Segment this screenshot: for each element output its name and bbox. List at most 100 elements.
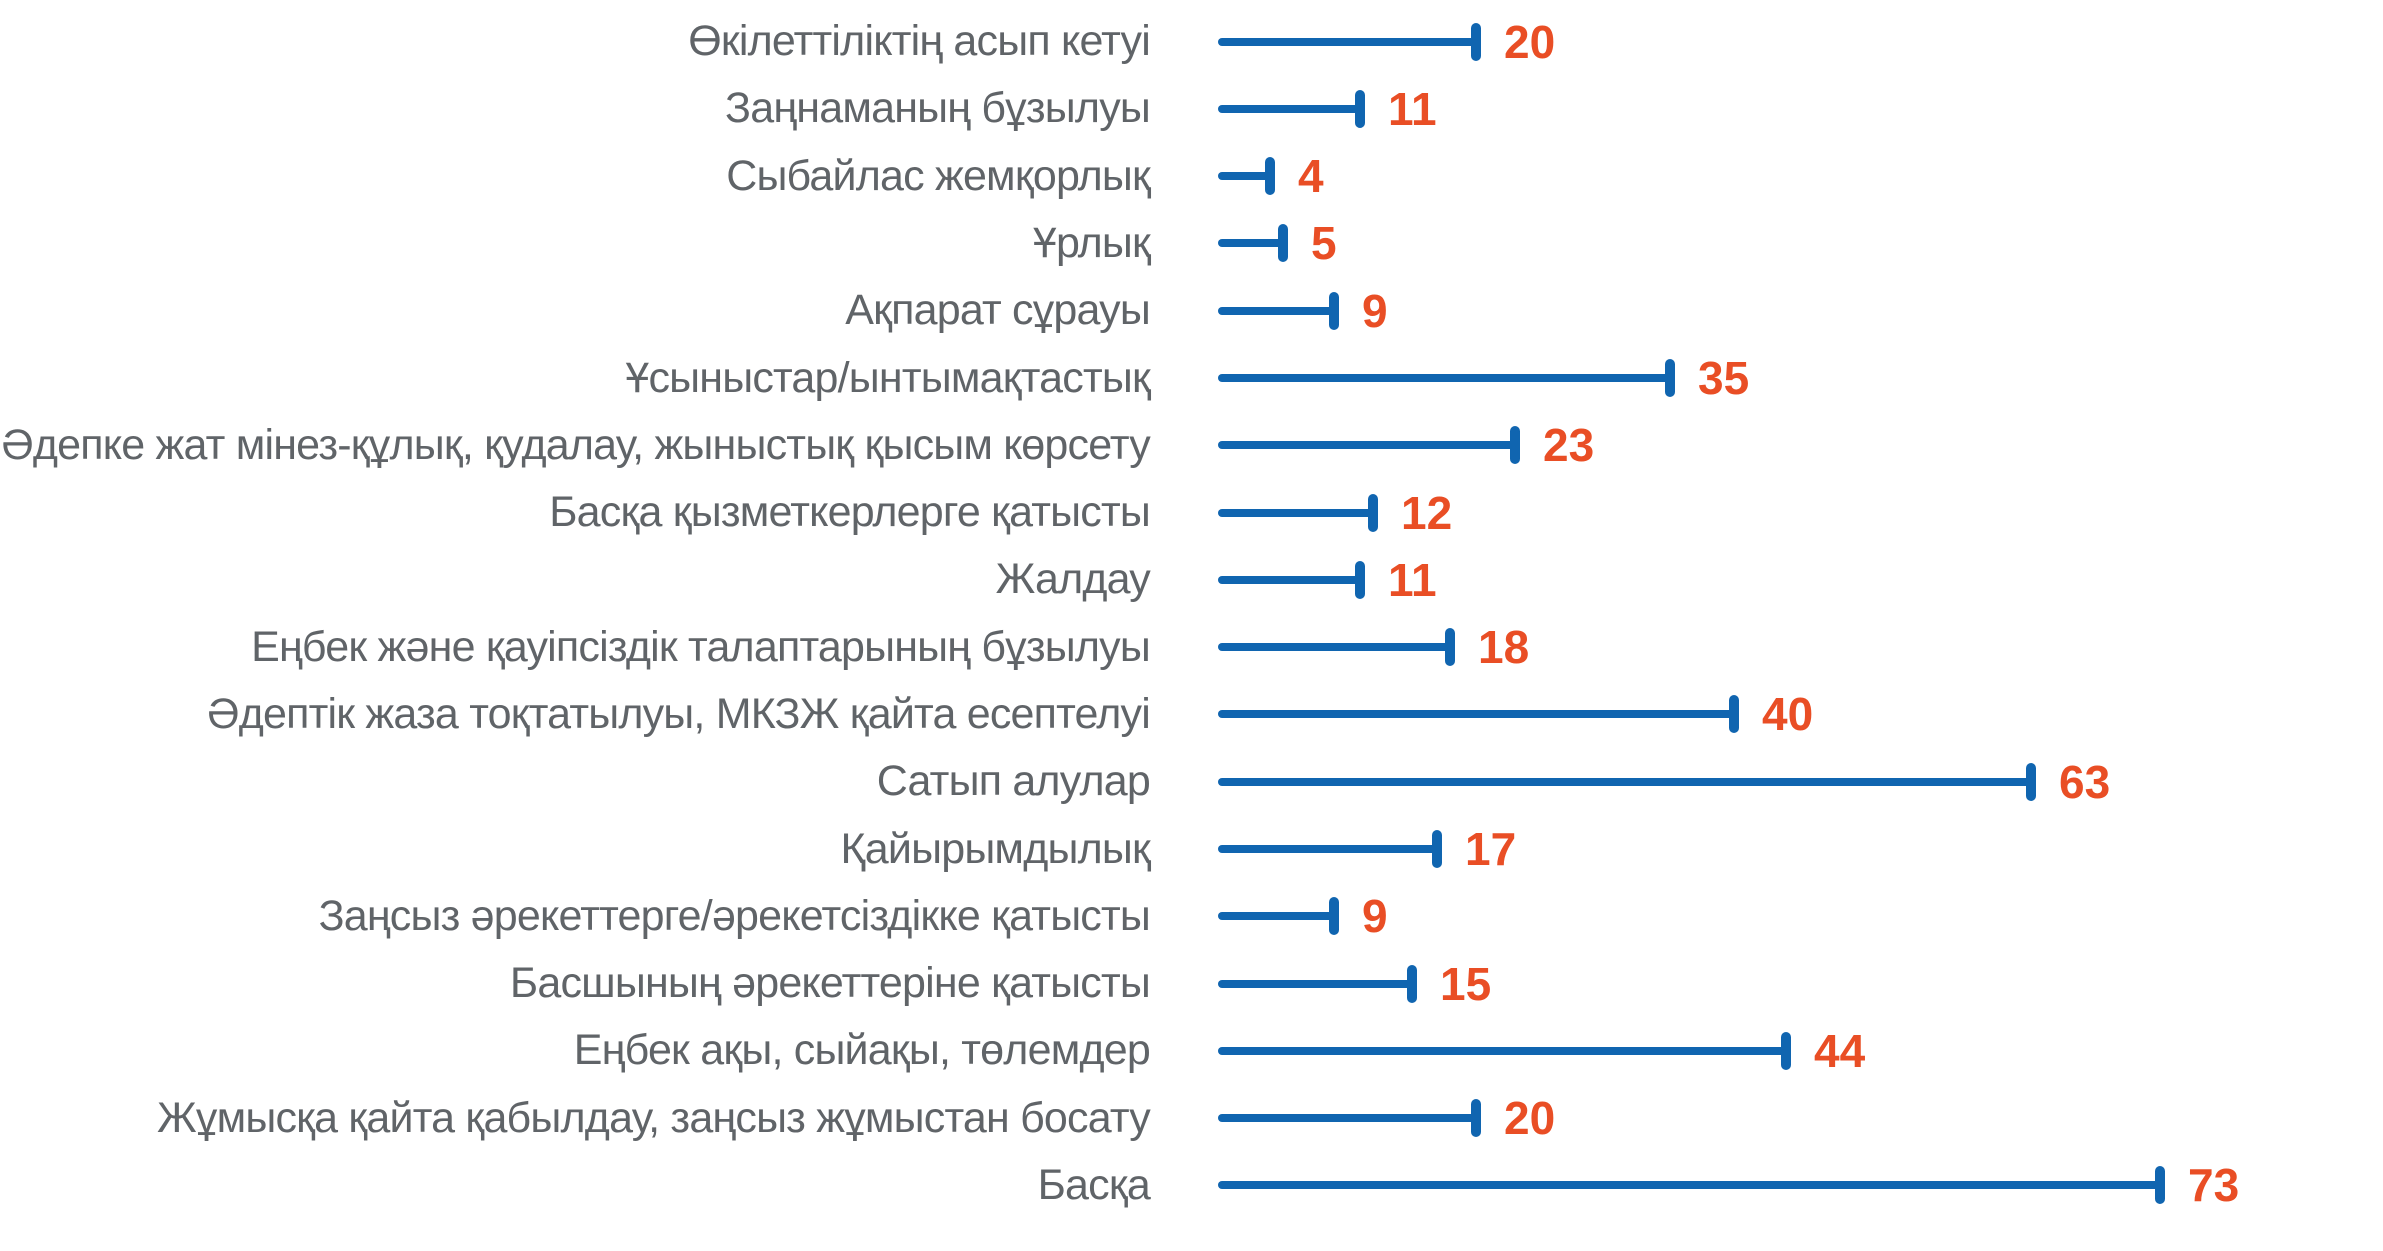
category-label: Басшының әрекеттеріне қатысты: [509, 959, 1151, 1008]
bar-end-tick: [1368, 493, 1378, 532]
category-label: Сатып алулар: [876, 757, 1151, 806]
bar-area: 20: [1218, 19, 1555, 65]
bar-area: 73: [1218, 1162, 2239, 1208]
bar-stem: [1218, 695, 1739, 734]
category-label: Әдептік жаза тоқтатылуы, МКЗЖ қайта есеп…: [207, 689, 1151, 738]
bar-area: 17: [1218, 826, 1516, 872]
category-label: Ұсыныстар/ынтымақтастық: [625, 353, 1150, 402]
value-label: 20: [1504, 15, 1556, 68]
chart-row: Заңнаманың бұзылуы 11: [0, 75, 2383, 142]
value-label: 44: [1814, 1024, 1866, 1077]
bar-end-tick: [1781, 1031, 1791, 1070]
chart-row: Сыбайлас жемқорлық 4: [0, 143, 2383, 210]
value-label: 73: [2188, 1159, 2240, 1212]
chart-row: Әдепке жат мінез-құлық, қудалау, жынысты…: [0, 412, 2383, 479]
category-label: Заңсыз әрекеттерге/әрекетсіздікке қатыст…: [318, 891, 1151, 940]
category-label: Әдепке жат мінез-құлық, қудалау, жынысты…: [1, 420, 1150, 469]
bar-end-tick: [1407, 964, 1417, 1003]
category-label: Басқа қызметкерлерге қатысты: [549, 488, 1151, 537]
value-label: 9: [1362, 890, 1388, 943]
bar-area: 11: [1218, 557, 1437, 603]
bar-area: 40: [1218, 691, 1813, 737]
bar-area: 12: [1218, 490, 1452, 536]
bar-end-tick: [1445, 628, 1455, 667]
bar-stem: [1218, 291, 1339, 330]
chart-row: Басшының әрекеттеріне қатысты 15: [0, 950, 2383, 1017]
bar-end-tick: [1329, 291, 1339, 330]
bar-area: 9: [1218, 288, 1388, 334]
category-label: Еңбек ақы, сыйақы, төлемдер: [573, 1026, 1151, 1075]
bar-stem: [1218, 897, 1339, 936]
chart-row: Қайырымдылық 17: [0, 815, 2383, 882]
value-label: 15: [1440, 957, 1492, 1010]
chart-row: Ұрлық 5: [0, 210, 2383, 277]
chart-row: Өкілеттіліктің асып кетуі 20: [0, 8, 2383, 75]
bar-stem: [1218, 426, 1520, 465]
chart-row: Әдептік жаза тоқтатылуы, МКЗЖ қайта есеп…: [0, 681, 2383, 748]
bar-area: 4: [1218, 153, 1324, 199]
value-label: 9: [1362, 284, 1388, 337]
category-label: Жұмысқа қайта қабылдау, заңсыз жұмыстан …: [156, 1093, 1151, 1142]
bar-end-tick: [1665, 359, 1675, 398]
value-label: 23: [1543, 419, 1595, 472]
value-label: 4: [1298, 150, 1324, 203]
bar-end-tick: [2155, 1166, 2165, 1205]
category-label: Заңнаманың бұзылуы: [725, 84, 1151, 133]
chart-row: Басқа 73: [0, 1152, 2383, 1219]
value-label: 17: [1465, 823, 1517, 876]
bar-stem: [1218, 493, 1378, 532]
category-label: Ұрлық: [1032, 218, 1151, 267]
bar-end-tick: [2026, 762, 2036, 801]
bar-stem: [1218, 762, 2036, 801]
value-label: 40: [1762, 688, 1814, 741]
category-label: Жалдау: [995, 555, 1151, 604]
chart-row: Басқа қызметкерлерге қатысты 12: [0, 479, 2383, 546]
category-label: Сыбайлас жемқорлық: [726, 151, 1151, 200]
bar-area: 23: [1218, 422, 1594, 468]
chart-row: Сатып алулар 63: [0, 748, 2383, 815]
value-label: 18: [1478, 621, 1530, 674]
bar-area: 35: [1218, 355, 1749, 401]
bar-end-tick: [1510, 426, 1520, 465]
bar-end-tick: [1278, 224, 1288, 263]
bar-area: 20: [1218, 1095, 1555, 1141]
bar-area: 18: [1218, 624, 1529, 670]
chart-row: Жұмысқа қайта қабылдау, заңсыз жұмыстан …: [0, 1085, 2383, 1152]
bar-end-tick: [1729, 695, 1739, 734]
bar-end-tick: [1432, 830, 1442, 869]
bar-stem: [1218, 560, 1365, 599]
bar-area: 44: [1218, 1028, 1865, 1074]
bar-stem: [1218, 22, 1481, 61]
category-label: Ақпарат сұрауы: [845, 286, 1151, 335]
value-label: 20: [1504, 1092, 1556, 1145]
bar-end-tick: [1329, 897, 1339, 936]
bar-area: 63: [1218, 759, 2110, 805]
chart-row: Ақпарат сұрауы 9: [0, 277, 2383, 344]
value-label: 5: [1311, 217, 1337, 270]
category-label: Қайырымдылық: [840, 824, 1151, 873]
bar-end-tick: [1471, 22, 1481, 61]
bar-stem: [1218, 89, 1365, 128]
chart-row: Еңбек және қауіпсіздік талаптарының бұзы…: [0, 614, 2383, 681]
value-label: 11: [1388, 82, 1437, 135]
chart-row: Жалдау 11: [0, 546, 2383, 613]
chart-row: Еңбек ақы, сыйақы, төлемдер 44: [0, 1017, 2383, 1084]
bar-stem: [1218, 157, 1275, 196]
bar-stem: [1218, 224, 1288, 263]
bar-stem: [1218, 964, 1417, 1003]
value-label: 63: [2059, 755, 2111, 808]
bar-area: 5: [1218, 220, 1337, 266]
bar-stem: [1218, 1099, 1481, 1138]
bar-stem: [1218, 1031, 1791, 1070]
bar-area: 15: [1218, 961, 1491, 1007]
value-label: 11: [1388, 553, 1437, 606]
bar-area: 11: [1218, 86, 1437, 132]
value-label: 35: [1698, 352, 1750, 405]
chart-row: Заңсыз әрекеттерге/әрекетсіздікке қатыст…: [0, 883, 2383, 950]
bar-stem: [1218, 628, 1455, 667]
value-label: 12: [1401, 486, 1453, 539]
bar-end-tick: [1471, 1099, 1481, 1138]
bar-end-tick: [1265, 157, 1275, 196]
bar-end-tick: [1355, 560, 1365, 599]
